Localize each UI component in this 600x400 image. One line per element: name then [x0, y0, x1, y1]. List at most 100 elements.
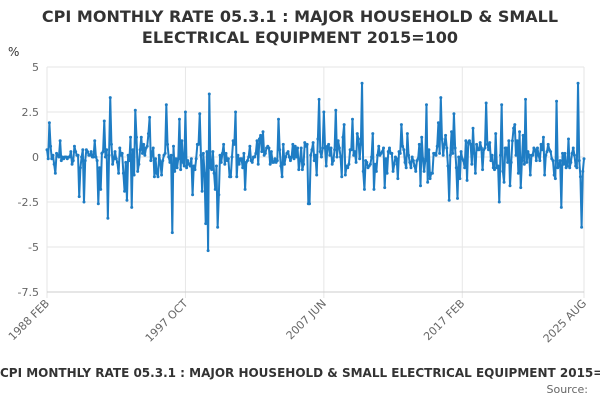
data-point[interactable] [305, 142, 309, 146]
data-point[interactable] [82, 200, 86, 204]
data-point[interactable] [51, 153, 55, 157]
data-point[interactable] [413, 164, 417, 168]
data-point[interactable] [535, 146, 539, 150]
data-point[interactable] [169, 153, 173, 157]
data-point[interactable] [419, 184, 423, 188]
data-point[interactable] [189, 157, 193, 161]
data-point[interactable] [500, 103, 504, 107]
data-point[interactable] [414, 169, 418, 173]
data-point[interactable] [559, 205, 563, 209]
data-point[interactable] [441, 153, 445, 157]
data-point[interactable] [421, 157, 425, 161]
data-point[interactable] [477, 148, 481, 152]
data-point[interactable] [131, 148, 135, 152]
data-point[interactable] [411, 159, 415, 163]
data-point[interactable] [106, 216, 110, 220]
data-point[interactable] [207, 92, 211, 96]
data-point[interactable] [447, 198, 451, 202]
data-point[interactable] [98, 166, 102, 170]
data-point[interactable] [485, 142, 489, 146]
data-point[interactable] [99, 187, 103, 191]
data-point[interactable] [557, 164, 561, 168]
data-point[interactable] [350, 117, 354, 121]
data-point[interactable] [247, 155, 251, 159]
data-point[interactable] [154, 157, 158, 161]
data-point[interactable] [210, 168, 214, 172]
data-point[interactable] [386, 150, 390, 154]
data-point[interactable] [436, 121, 440, 125]
data-point[interactable] [192, 164, 196, 168]
data-point[interactable] [516, 171, 520, 175]
data-point[interactable] [450, 130, 454, 134]
data-point[interactable] [487, 148, 491, 152]
data-point[interactable] [257, 137, 261, 141]
data-point[interactable] [430, 171, 434, 175]
data-point[interactable] [408, 160, 412, 164]
data-point[interactable] [514, 153, 518, 157]
data-point[interactable] [539, 142, 543, 146]
data-point[interactable] [177, 117, 181, 121]
data-point[interactable] [96, 202, 100, 206]
data-point[interactable] [127, 159, 131, 163]
data-point[interactable] [170, 231, 174, 235]
data-point[interactable] [140, 151, 144, 155]
data-point[interactable] [160, 173, 164, 177]
data-point[interactable] [510, 139, 514, 143]
data-point[interactable] [206, 249, 210, 253]
data-point[interactable] [188, 164, 192, 168]
data-point[interactable] [223, 162, 227, 166]
data-point[interactable] [272, 160, 276, 164]
data-point[interactable] [424, 103, 428, 107]
data-point[interactable] [498, 153, 502, 157]
data-point[interactable] [527, 153, 531, 157]
data-point[interactable] [83, 159, 87, 163]
data-point[interactable] [216, 225, 220, 229]
data-point[interactable] [576, 81, 580, 85]
data-point[interactable] [352, 153, 356, 157]
data-point[interactable] [524, 97, 528, 101]
data-point[interactable] [562, 162, 566, 166]
data-point[interactable] [399, 123, 403, 127]
data-point[interactable] [456, 196, 460, 200]
data-point[interactable] [277, 117, 281, 121]
data-point[interactable] [374, 169, 378, 173]
data-point[interactable] [224, 151, 228, 155]
data-point[interactable] [337, 146, 341, 150]
data-point[interactable] [446, 164, 450, 168]
data-point[interactable] [470, 162, 474, 166]
data-point[interactable] [317, 97, 321, 101]
data-point[interactable] [377, 144, 381, 148]
data-point[interactable] [365, 160, 369, 164]
data-point[interactable] [138, 148, 142, 152]
data-point[interactable] [149, 159, 153, 163]
data-point[interactable] [203, 171, 207, 175]
data-point[interactable] [401, 144, 405, 148]
data-point[interactable] [269, 150, 273, 154]
data-point[interactable] [111, 162, 115, 166]
data-point[interactable] [464, 139, 468, 143]
data-point[interactable] [358, 157, 362, 161]
data-point[interactable] [569, 160, 573, 164]
data-point[interactable] [571, 146, 575, 150]
data-point[interactable] [549, 150, 553, 154]
data-point[interactable] [502, 180, 506, 184]
data-point[interactable] [275, 159, 279, 163]
data-point[interactable] [578, 175, 582, 179]
data-point[interactable] [254, 151, 258, 155]
data-point[interactable] [439, 96, 443, 100]
data-point[interactable] [112, 157, 116, 161]
data-point[interactable] [339, 155, 343, 159]
data-point[interactable] [80, 155, 84, 159]
data-point[interactable] [308, 202, 312, 206]
data-point[interactable] [50, 157, 54, 161]
data-point[interactable] [163, 151, 167, 155]
data-point[interactable] [481, 168, 485, 172]
data-point[interactable] [488, 141, 492, 145]
data-point[interactable] [52, 162, 56, 166]
data-point[interactable] [457, 155, 461, 159]
data-point[interactable] [398, 151, 402, 155]
data-point[interactable] [327, 142, 331, 146]
data-point[interactable] [546, 142, 550, 146]
data-point[interactable] [132, 173, 136, 177]
data-point[interactable] [74, 150, 78, 154]
